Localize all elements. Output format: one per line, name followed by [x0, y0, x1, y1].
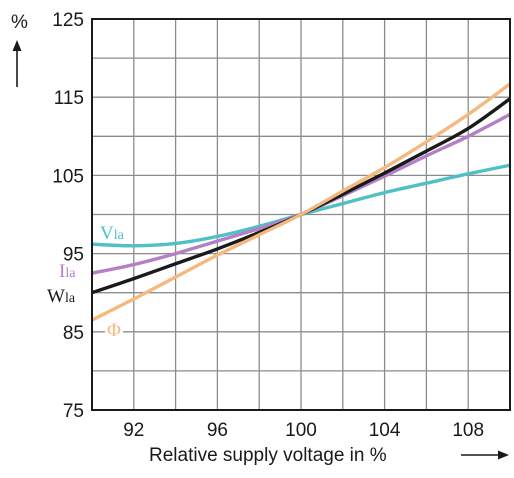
x-axis-arrow-icon [461, 450, 509, 460]
series-label-vla: Vla [100, 223, 125, 244]
series-lines [92, 82, 510, 322]
series-label-ila: Ila [57, 261, 79, 282]
series-line-φ [92, 82, 510, 322]
series-label-background [105, 320, 123, 341]
x-tick-label: 100 [285, 420, 317, 441]
plot-frame [91, 18, 511, 411]
svg-text:Vla: Vla [100, 223, 125, 244]
y-tick-label: 85 [63, 323, 84, 344]
y-tick-label: 75 [63, 401, 84, 422]
series-label-background [57, 261, 79, 282]
series-label-wla: Wla [45, 286, 78, 307]
x-tick-label: 96 [207, 420, 228, 441]
y-tick-labels: 75 85 95 105 115 125 [52, 10, 84, 422]
series-label-φ: Φ [105, 320, 123, 341]
y-tick-label: 105 [52, 166, 84, 187]
y-axis-arrow-icon [12, 40, 22, 87]
y-tick-label: 115 [54, 88, 84, 109]
x-tick-label: 92 [123, 420, 144, 441]
x-axis-label: Relative supply voltage in % [149, 445, 387, 466]
svg-text:Wla: Wla [47, 286, 76, 307]
svg-text:Φ: Φ [107, 320, 121, 341]
series-label-background [45, 286, 78, 307]
y-tick-label: 125 [52, 10, 84, 31]
y-tick-label: 95 [63, 245, 84, 266]
y-axis-label: % [11, 12, 28, 33]
x-tick-label: 108 [452, 420, 484, 441]
x-tick-labels: 92 96 100 104 108 [123, 420, 484, 441]
x-tick-label: 104 [369, 420, 401, 441]
svg-text:Ila: Ila [59, 261, 76, 282]
series-labels: Vla Ila Wla Φ [45, 223, 125, 341]
